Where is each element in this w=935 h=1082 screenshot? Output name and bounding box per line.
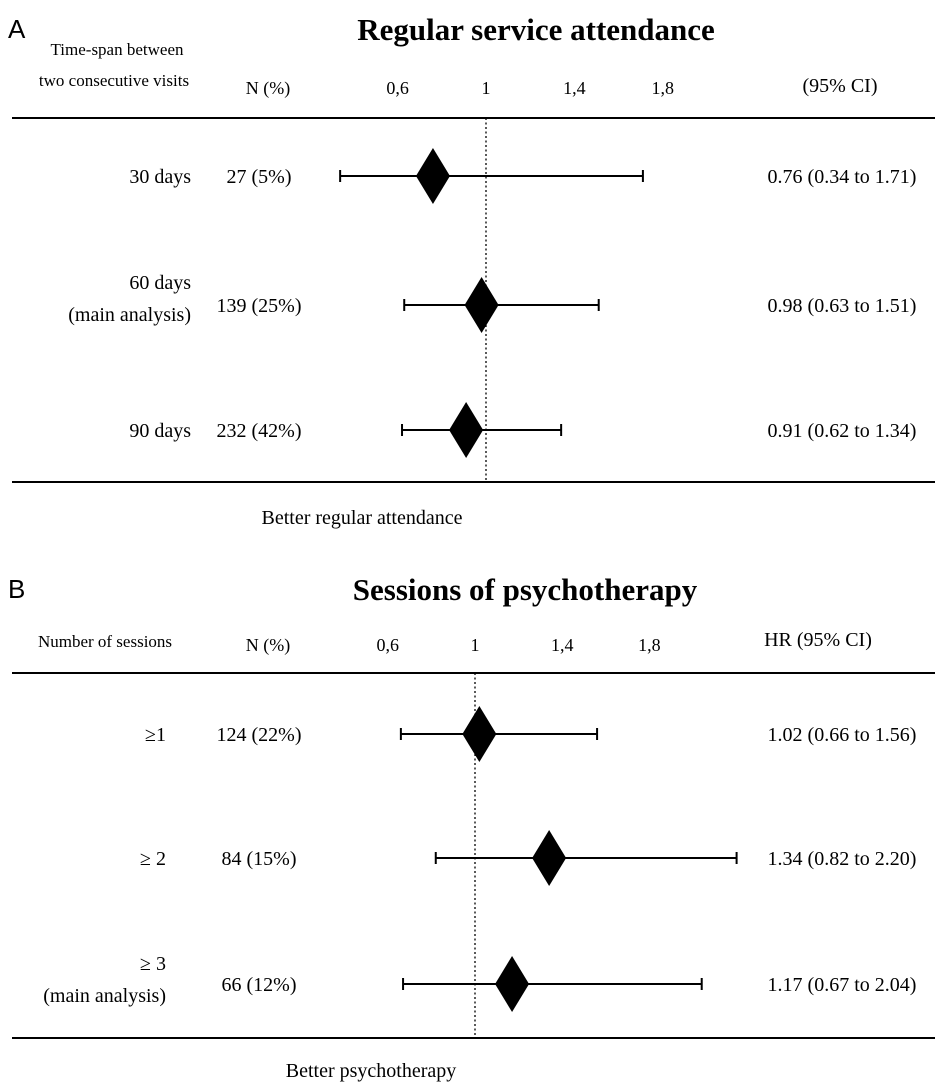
- ci-text: 1.02 (0.66 to 1.56): [768, 724, 917, 746]
- tick-label: 1: [471, 635, 480, 655]
- n-value: 66 (12%): [222, 974, 297, 996]
- estimate-diamond: [415, 148, 450, 204]
- tick-label: 1,4: [563, 78, 586, 98]
- ci-text: 0.76 (0.34 to 1.71): [768, 166, 917, 188]
- n-value: 124 (22%): [217, 724, 302, 746]
- forest-row: 90 days 232 (42%) 0.91 (0.62 to 1.34): [129, 402, 916, 458]
- n-header: N (%): [246, 635, 290, 656]
- row-label-sub: (main analysis): [68, 304, 191, 326]
- panel-b: B Sessions of psychotherapy Number of se…: [8, 572, 935, 1082]
- tick-label: 1: [482, 78, 491, 98]
- ci-text: 1.17 (0.67 to 2.04): [768, 974, 917, 996]
- footer-label: Better psychotherapy: [286, 1060, 457, 1082]
- tick-label: 0,6: [377, 635, 400, 655]
- estimate-diamond: [464, 277, 499, 333]
- n-value: 139 (25%): [217, 295, 302, 317]
- row-label: ≥ 2: [140, 848, 166, 870]
- forest-row: ≥ 2 84 (15%) 1.34 (0.82 to 2.20): [140, 830, 916, 886]
- row-header-line2: two consecutive visits: [39, 71, 189, 90]
- row-header-line1: Time-span between: [51, 40, 184, 59]
- forest-row: ≥ 3 (main analysis) 66 (12%) 1.17 (0.67 to …: [43, 953, 916, 1012]
- tick-label: 0,6: [386, 78, 409, 98]
- row-label: ≥1: [145, 724, 166, 746]
- forest-row: 30 days 27 (5%) 0.76 (0.34 to 1.71): [129, 148, 916, 204]
- forest-rows: ≥1 124 (22%) 1.02 (0.66 to 1.56) ≥ 2 84 (15%…: [43, 706, 916, 1012]
- forest-rows: 30 days 27 (5%) 0.76 (0.34 to 1.71) 60 days…: [68, 148, 916, 458]
- row-label: 90 days: [129, 420, 191, 442]
- panel-label: B: [8, 574, 25, 604]
- estimate-diamond: [449, 402, 484, 458]
- estimate-diamond: [462, 706, 497, 762]
- row-label: ≥ 3: [140, 953, 166, 975]
- ci-header: HR (95% CI): [764, 629, 872, 651]
- forest-row: ≥1 124 (22%) 1.02 (0.66 to 1.56): [145, 706, 916, 762]
- row-label-sub: (main analysis): [43, 985, 166, 1007]
- panel-title: Regular service attendance: [357, 12, 715, 47]
- ci-text: 0.91 (0.62 to 1.34): [768, 420, 917, 442]
- n-value: 232 (42%): [217, 420, 302, 442]
- tick-label: 1,8: [638, 635, 661, 655]
- forest-row: 60 days (main analysis) 139 (25%) 0.98 (0.6…: [68, 272, 916, 333]
- n-value: 27 (5%): [227, 166, 292, 188]
- row-header-line1: Number of sessions: [38, 632, 172, 651]
- row-label: 30 days: [129, 166, 191, 188]
- ci-text: 1.34 (0.82 to 2.20): [768, 848, 917, 870]
- estimate-diamond: [532, 830, 567, 886]
- row-label: 60 days: [129, 272, 191, 294]
- ci-header: (95% CI): [803, 75, 878, 97]
- tick-labels: 0,6 1 1,4 1,8: [386, 78, 674, 98]
- panel-a: A Regular service attendance Time-span b…: [8, 12, 935, 529]
- tick-label: 1,8: [652, 78, 675, 98]
- footer-label: Better regular attendance: [262, 507, 463, 529]
- ci-text: 0.98 (0.63 to 1.51): [768, 295, 917, 317]
- panel-title: Sessions of psychotherapy: [353, 572, 698, 607]
- n-value: 84 (15%): [222, 848, 297, 870]
- tick-labels: 0,6 1 1,4 1,8: [377, 635, 661, 655]
- tick-label: 1,4: [551, 635, 574, 655]
- panel-label: A: [8, 14, 26, 44]
- estimate-diamond: [495, 956, 530, 1012]
- n-header: N (%): [246, 78, 290, 99]
